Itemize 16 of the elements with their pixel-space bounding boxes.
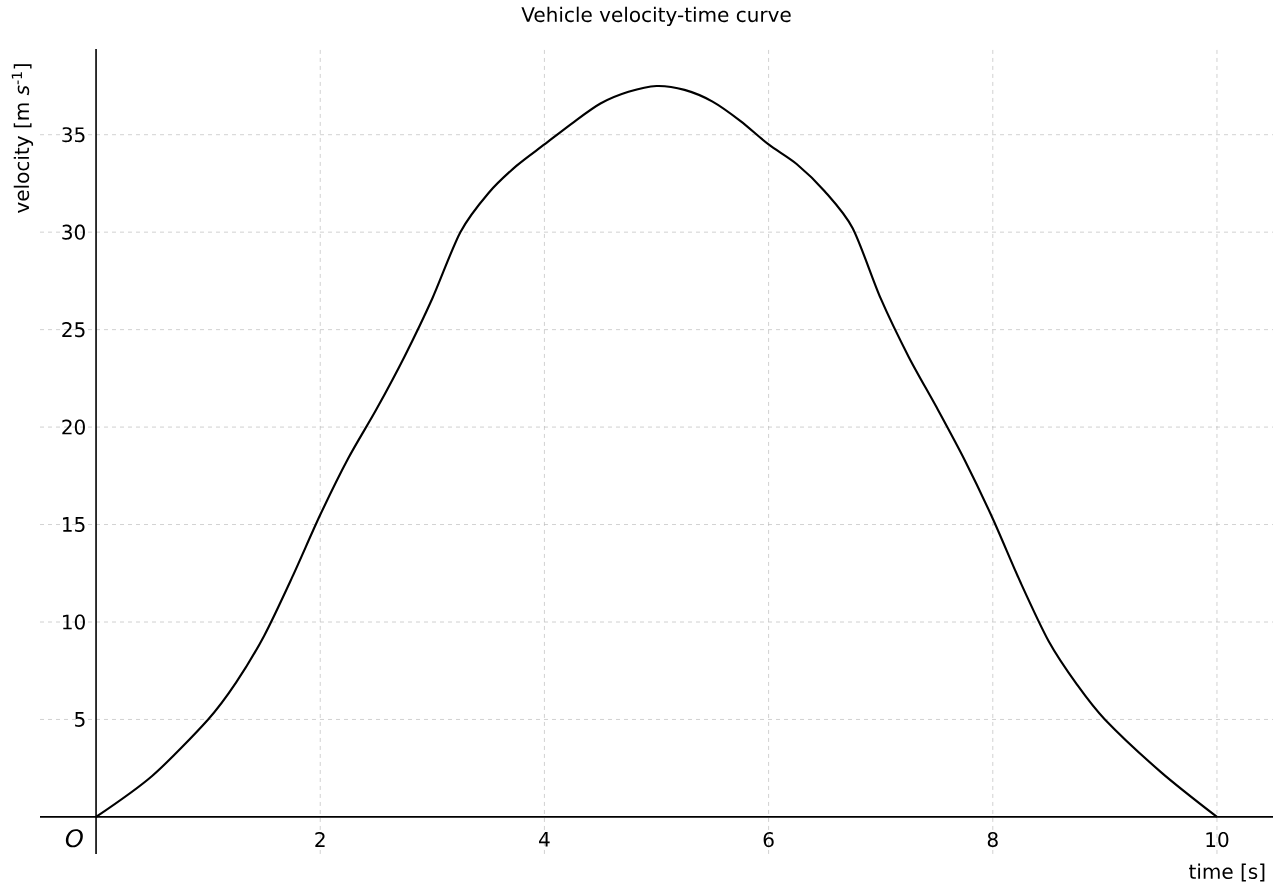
x-axis-title: time [s] [1189, 863, 1265, 882]
x-tick-label: 4 [539, 832, 550, 847]
y-tick-label: 35 [62, 127, 85, 143]
y-tick-label: 30 [62, 224, 85, 240]
x-tick-label: 2 [315, 832, 325, 847]
x-tick-label: 6 [763, 832, 774, 848]
y-tick-label: 5 [75, 712, 85, 727]
chart-title: Vehicle velocity-time curve [521, 6, 791, 27]
x-tick-label: 10 [1206, 832, 1229, 848]
x-tick-label: 8 [987, 832, 998, 848]
y-tick-label: 20 [62, 419, 85, 435]
y-tick-label: 15 [63, 517, 85, 532]
annotation: O [65, 829, 83, 848]
y-axis-title: velocity [m s$^{-1}$] [11, 64, 34, 213]
y-tick-label: 10 [63, 614, 85, 630]
y-tick-label: 25 [62, 322, 85, 338]
